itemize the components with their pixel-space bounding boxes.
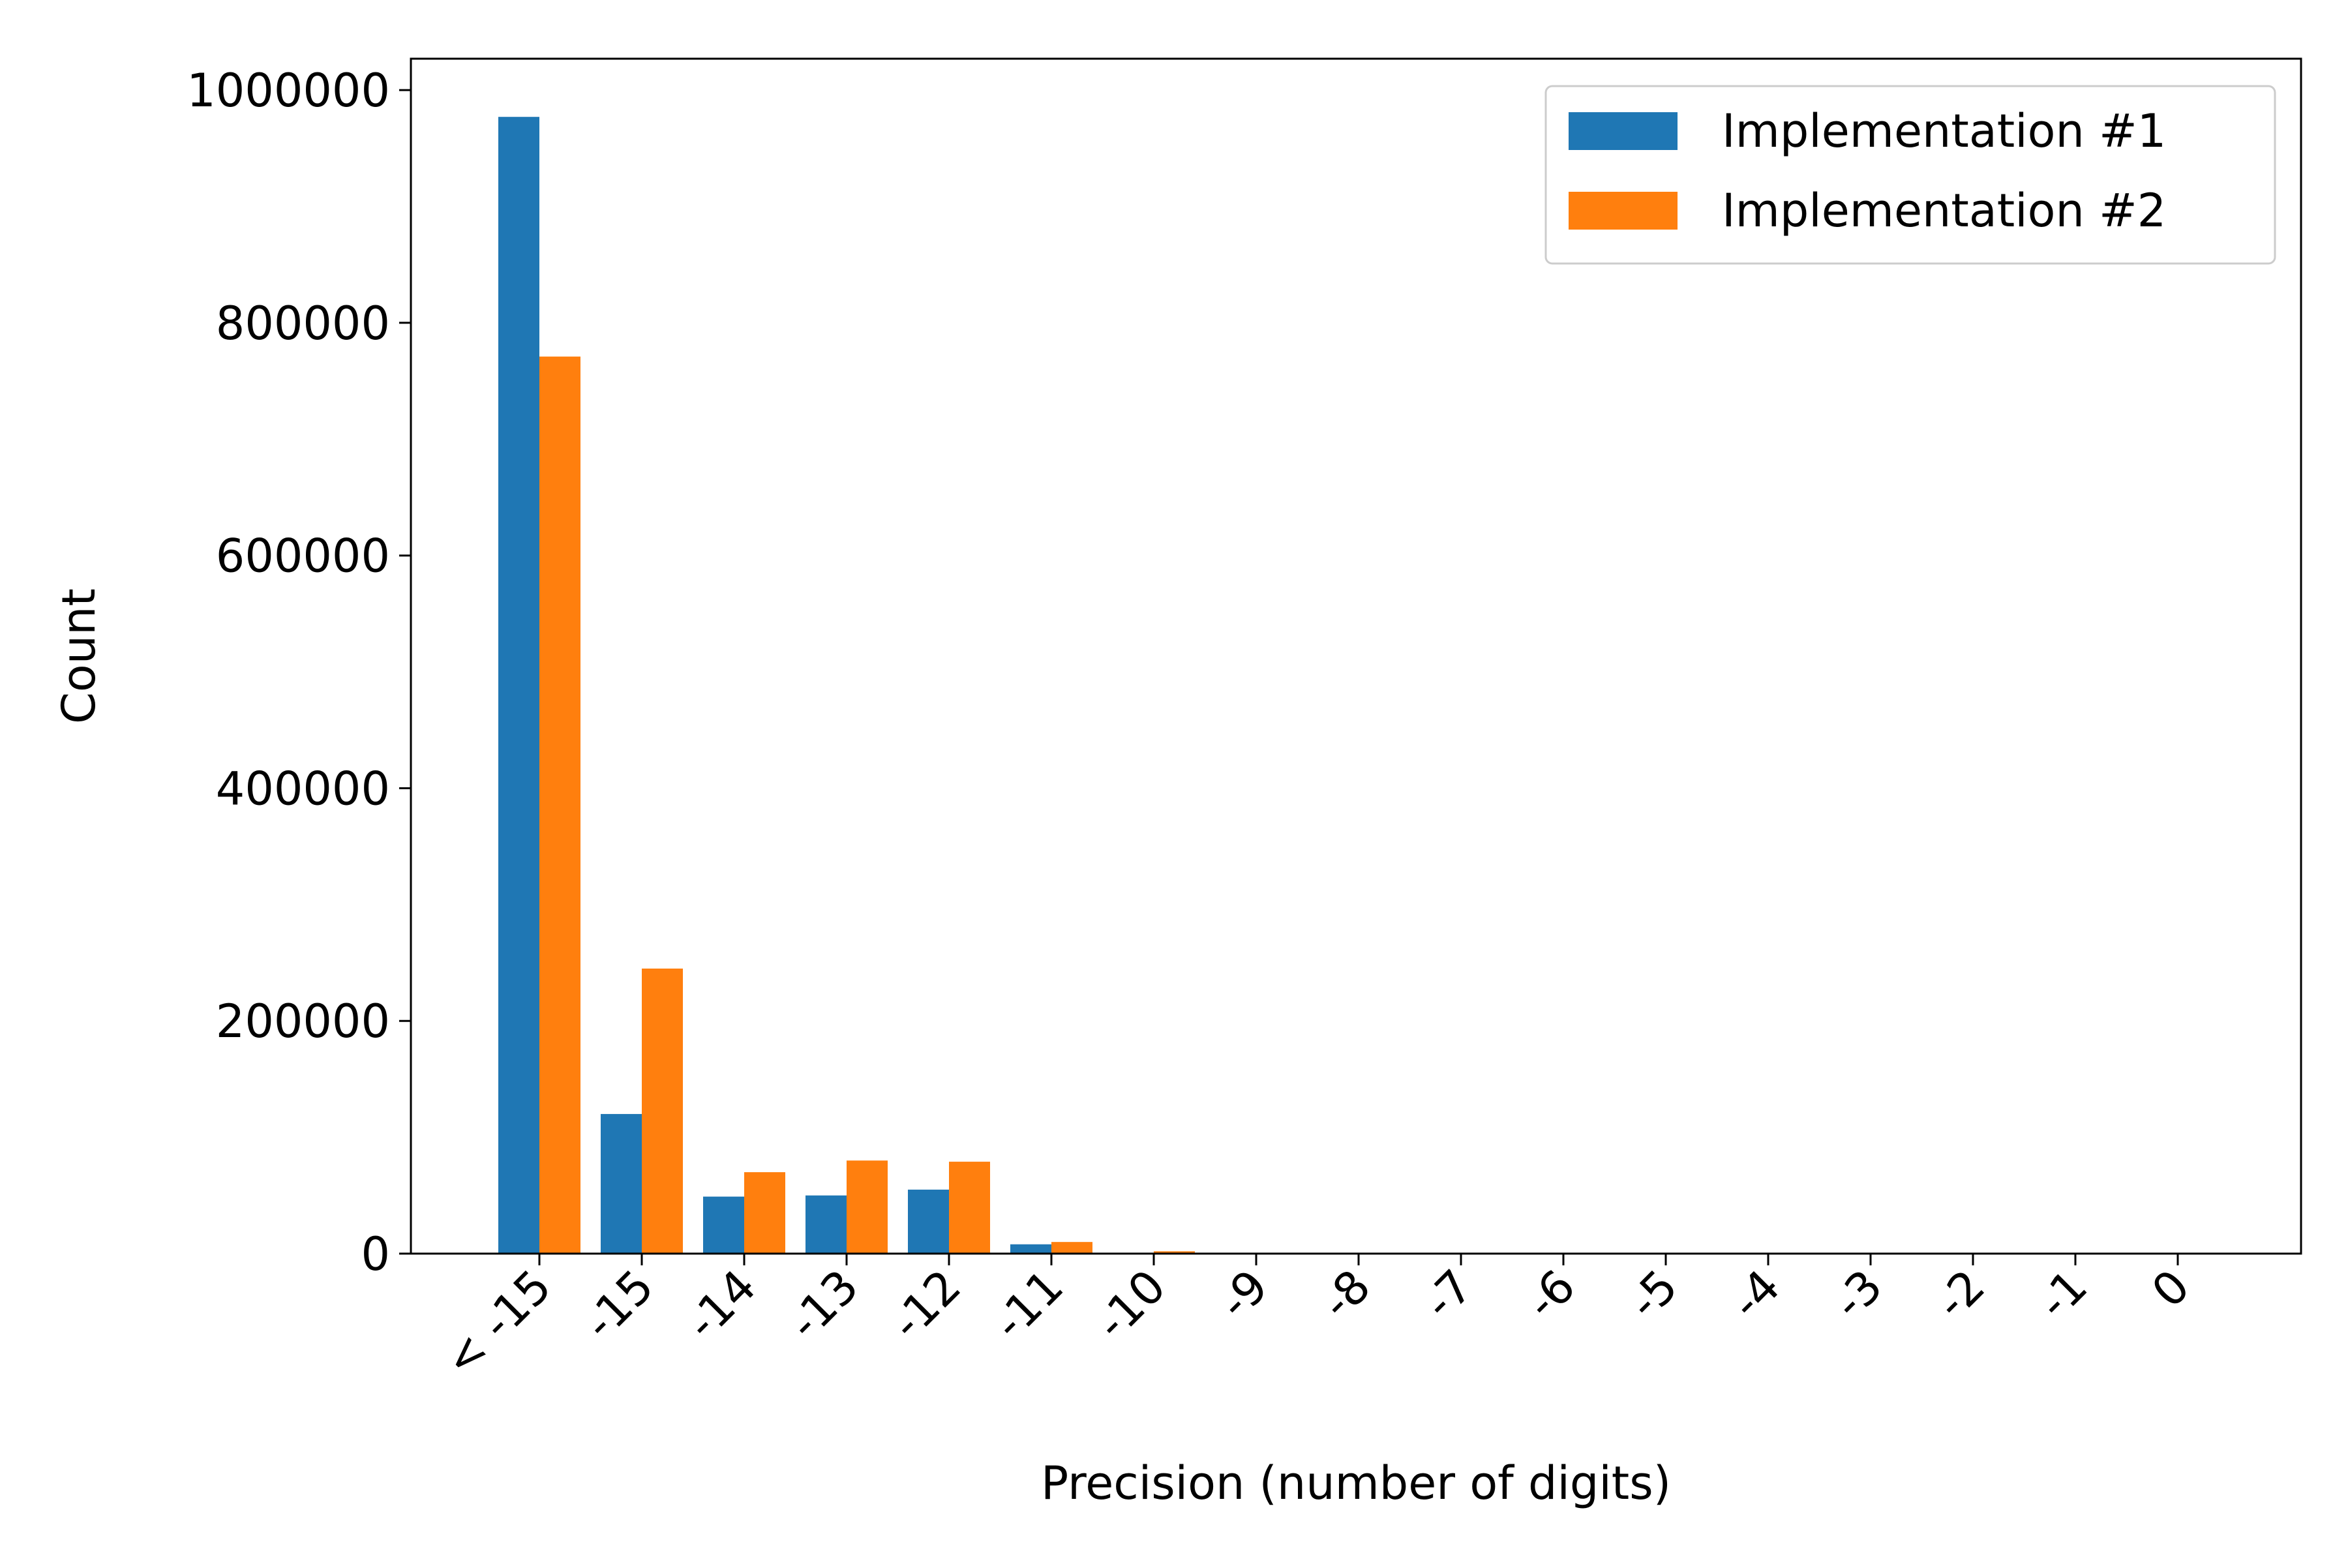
legend-swatch-implementation-2 <box>1569 192 1678 230</box>
y-tick-label: 400000 <box>216 762 390 815</box>
bar-series2-3 <box>847 1160 888 1254</box>
y-axis-ticks: 0 200000 400000 600000 800000 1000000 <box>187 64 411 1281</box>
y-tick-label: 0 <box>361 1228 390 1281</box>
y-tick-label: 1000000 <box>187 64 390 117</box>
bar-series2-5 <box>1051 1242 1092 1254</box>
bars-layer <box>498 117 1195 1254</box>
legend-box <box>1544 85 2276 265</box>
bar-series1-0 <box>498 117 539 1254</box>
legend-label-implementation-2: Implementation #2 <box>1722 184 2166 237</box>
y-tick-label: 200000 <box>216 995 390 1048</box>
plot-area-frame <box>410 57 2302 1255</box>
x-axis-label: Precision (number of digits) <box>1041 1456 1671 1510</box>
bar-series2-4 <box>949 1162 990 1254</box>
bar-series2-2 <box>744 1172 785 1254</box>
y-tick-label: 800000 <box>216 297 390 350</box>
y-tick-label: 600000 <box>216 530 390 583</box>
bar-series1-4 <box>908 1189 949 1254</box>
bar-series1-1 <box>601 1113 642 1254</box>
legend: Implementation #1 Implementation #2 <box>1544 85 2276 265</box>
bar-series1-2 <box>703 1196 744 1254</box>
bar-series1-5 <box>1010 1244 1051 1254</box>
bar-series2-6 <box>1154 1251 1195 1254</box>
y-axis-label: Count <box>52 588 106 724</box>
legend-swatch-implementation-1 <box>1569 112 1678 150</box>
bar-series1-3 <box>805 1195 847 1254</box>
bar-series2-0 <box>539 356 580 1254</box>
bar-series2-1 <box>642 968 683 1254</box>
legend-label-implementation-1: Implementation #1 <box>1722 104 2166 158</box>
